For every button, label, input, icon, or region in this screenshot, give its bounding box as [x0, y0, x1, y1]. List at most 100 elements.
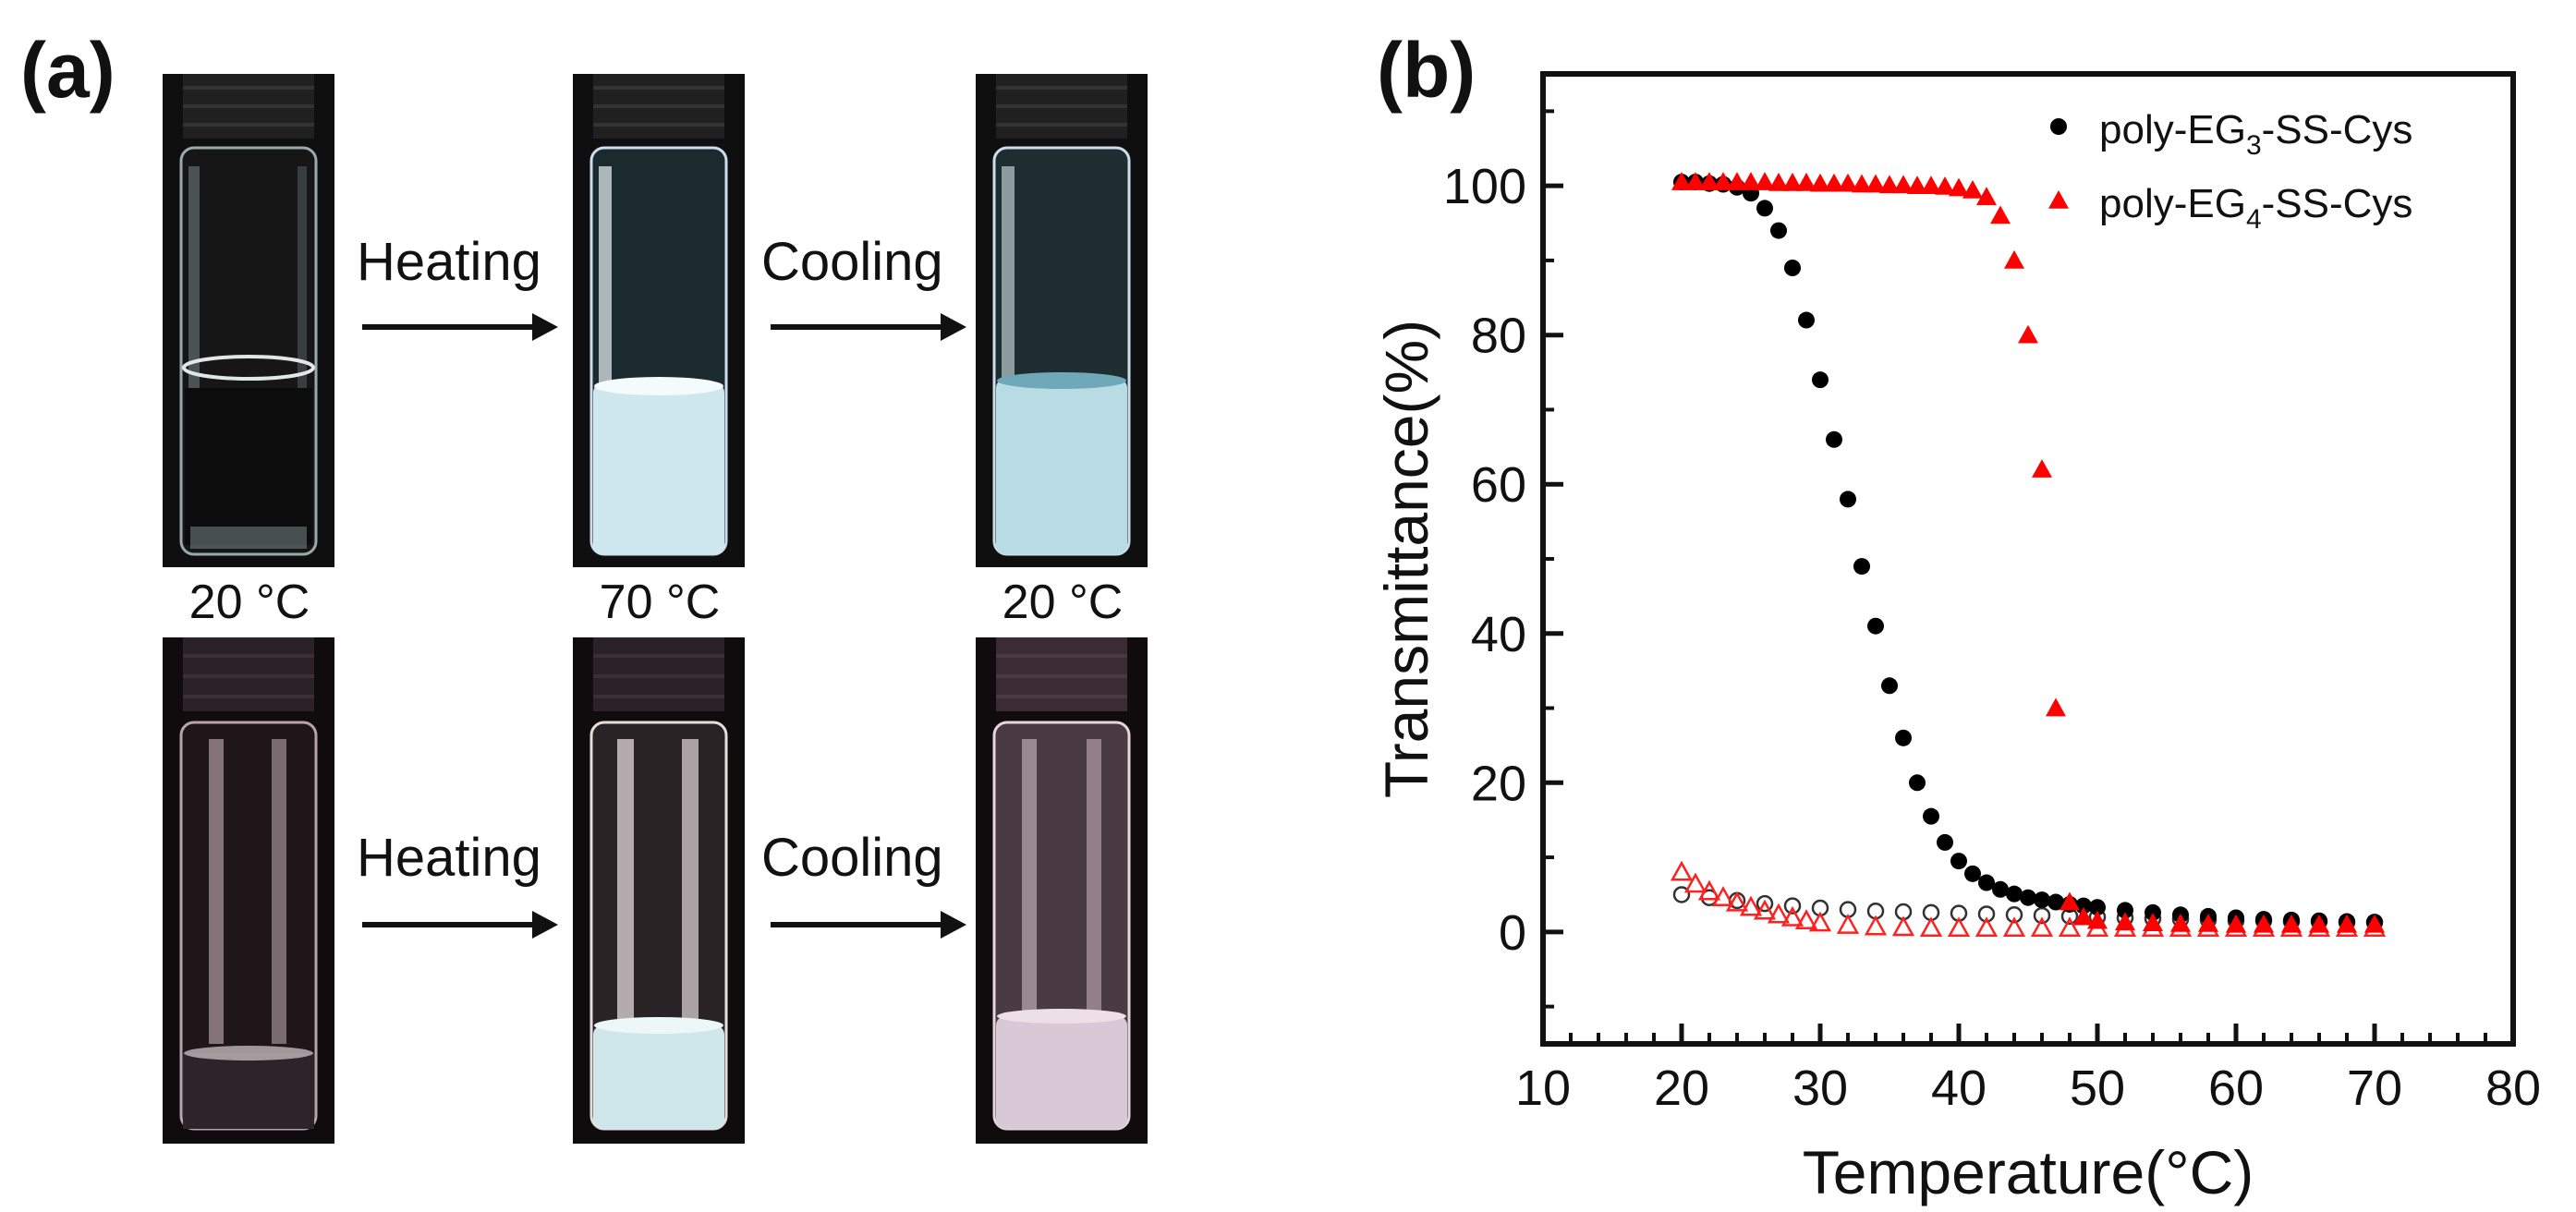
- data-point: [2115, 912, 2135, 931]
- vial-photo-top-20c: [163, 74, 334, 567]
- vial-photo-top-70c: [573, 74, 745, 567]
- panel-b-label: (b): [1377, 27, 1476, 114]
- data-point: [2198, 913, 2218, 932]
- data-point: [1767, 903, 1791, 924]
- data-point: [1756, 894, 1774, 913]
- data-point: [2117, 902, 2133, 919]
- data-point: [1670, 860, 1694, 881]
- data-point: [1768, 172, 1789, 191]
- data-point: [1672, 886, 1691, 903]
- legend-item-0: poly-EG3-SS-Cys: [2050, 107, 2412, 161]
- temp-label-2: 70 °C: [599, 576, 721, 629]
- process-label-cooling-bottom: Cooling: [761, 828, 943, 888]
- data-point: [1975, 916, 1999, 938]
- data-point: [1808, 911, 1832, 932]
- data-point: [1935, 176, 1955, 195]
- data-point: [1949, 177, 1969, 197]
- x-tick-label: 20: [1654, 1060, 1709, 1116]
- data-point: [2030, 916, 2054, 938]
- data-point: [1881, 677, 1898, 695]
- data-point: [1812, 371, 1829, 389]
- legend-label: poly-EG3-SS-Cys: [2099, 107, 2412, 161]
- data-point: [1826, 430, 1842, 448]
- data-point: [1891, 915, 1915, 937]
- x-tick-label: 60: [2208, 1060, 2264, 1116]
- data-point: [2226, 914, 2246, 933]
- data-point: [2364, 914, 2385, 933]
- series-0: [1673, 174, 2383, 931]
- data-point: [1950, 853, 1967, 870]
- vial-photo-bottom-20c: [163, 637, 334, 1144]
- arrow-heating-bottom: [362, 911, 558, 939]
- data-point: [1947, 916, 1971, 938]
- data-point: [1838, 173, 1858, 192]
- data-point: [2004, 249, 2024, 269]
- data-point: [2281, 914, 2302, 933]
- data-point: [1753, 899, 1777, 920]
- y-tick-label: 20: [1471, 756, 1526, 811]
- data-point: [1796, 172, 1817, 191]
- x-axis-title: Temperature(°C): [1803, 1138, 2254, 1206]
- data-point: [2073, 906, 2094, 926]
- panel-a-label: (a): [20, 27, 115, 114]
- data-point: [1909, 774, 1926, 792]
- data-point: [1976, 187, 1997, 206]
- data-point: [1699, 172, 1719, 190]
- legend-marker: [2050, 118, 2067, 135]
- vial-photo-bottom-20c-cooled: [976, 637, 1148, 1144]
- y-tick-label: 60: [1471, 457, 1526, 513]
- data-point: [1867, 617, 1884, 635]
- data-point: [1741, 172, 1761, 190]
- data-point: [1794, 909, 1818, 929]
- data-point: [1853, 558, 1870, 576]
- legend-label: poly-EG4-SS-Cys: [2099, 181, 2412, 235]
- y-tick-label: 0: [1499, 905, 1526, 961]
- x-tick-label: 80: [2485, 1060, 2541, 1116]
- x-tick-label: 40: [1931, 1060, 1987, 1116]
- data-point: [1964, 865, 1981, 882]
- data-point: [2089, 899, 2106, 916]
- data-point: [2309, 914, 2329, 933]
- data-point: [1782, 172, 1803, 191]
- data-point: [2047, 893, 2064, 911]
- data-point: [1921, 176, 1941, 194]
- data-point: [1683, 872, 1707, 893]
- data-point: [1784, 260, 1801, 276]
- data-point: [2170, 913, 2191, 932]
- data-point: [2046, 697, 2066, 717]
- data-point: [1907, 176, 1927, 194]
- data-point: [1864, 915, 1888, 936]
- temp-label-3: 20 °C: [1002, 576, 1124, 629]
- data-point: [1879, 175, 1900, 194]
- process-label-cooling-top: Cooling: [761, 232, 943, 292]
- data-point: [1852, 174, 1872, 193]
- data-point: [1755, 172, 1775, 190]
- data-point: [1798, 311, 1815, 329]
- data-point: [1810, 173, 1830, 192]
- data-point: [2032, 459, 2052, 478]
- data-point: [1937, 833, 1953, 851]
- data-point: [1836, 914, 1860, 934]
- y-axis-title: Transmittance(%): [1372, 320, 1440, 798]
- x-tick-label: 10: [1515, 1060, 1571, 1116]
- data-point: [2005, 906, 2023, 924]
- data-point: [1923, 807, 1939, 825]
- data-point: [1697, 879, 1721, 901]
- arrow-heating-top: [362, 313, 558, 341]
- data-point: [1865, 174, 1886, 193]
- data-point: [2060, 891, 2080, 911]
- data-point: [1780, 905, 1804, 927]
- legend-marker: [2048, 190, 2069, 209]
- data-point: [1977, 905, 1996, 923]
- data-point: [1671, 172, 1692, 190]
- data-point: [2087, 910, 2108, 929]
- temp-label-1: 20 °C: [188, 576, 310, 629]
- data-point: [1713, 172, 1733, 190]
- x-tick-label: 50: [2070, 1060, 2125, 1116]
- series-1: [1671, 172, 2385, 933]
- data-point: [1756, 200, 1773, 217]
- data-point: [1895, 729, 1912, 746]
- data-point: [1919, 916, 1943, 938]
- arrow-cooling-top: [771, 313, 966, 341]
